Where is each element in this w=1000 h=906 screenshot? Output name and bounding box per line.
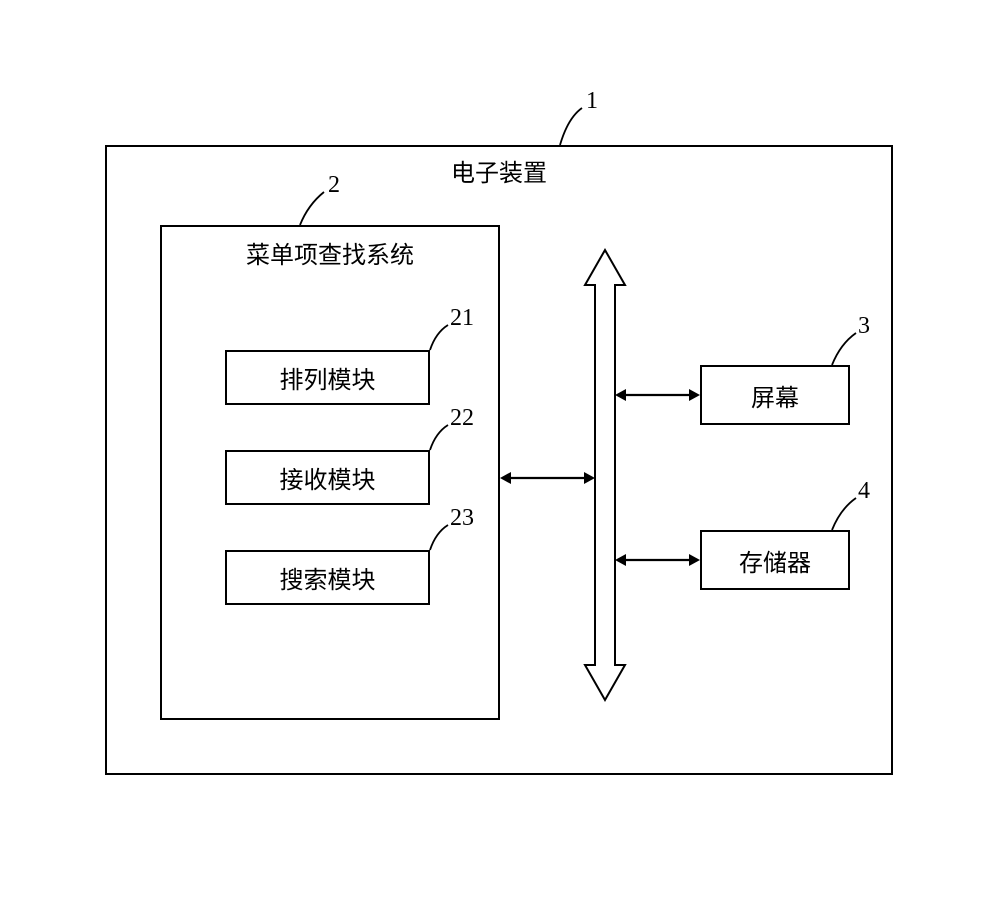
ref-label-0: 1 (586, 88, 598, 115)
ref-label-4: 23 (450, 505, 474, 532)
ref-label-5: 3 (858, 313, 870, 340)
ref-label-3: 22 (450, 405, 474, 432)
ref-label-2: 21 (450, 305, 474, 332)
ref-label-6: 4 (858, 478, 870, 505)
diagram-canvas: 电子装置 菜单项查找系统 排列模块 接收模块 搜索模块 屏幕 存储器 1 2 2… (0, 0, 1000, 906)
ref-label-1: 2 (328, 172, 340, 199)
ref-leaders (0, 0, 1000, 906)
